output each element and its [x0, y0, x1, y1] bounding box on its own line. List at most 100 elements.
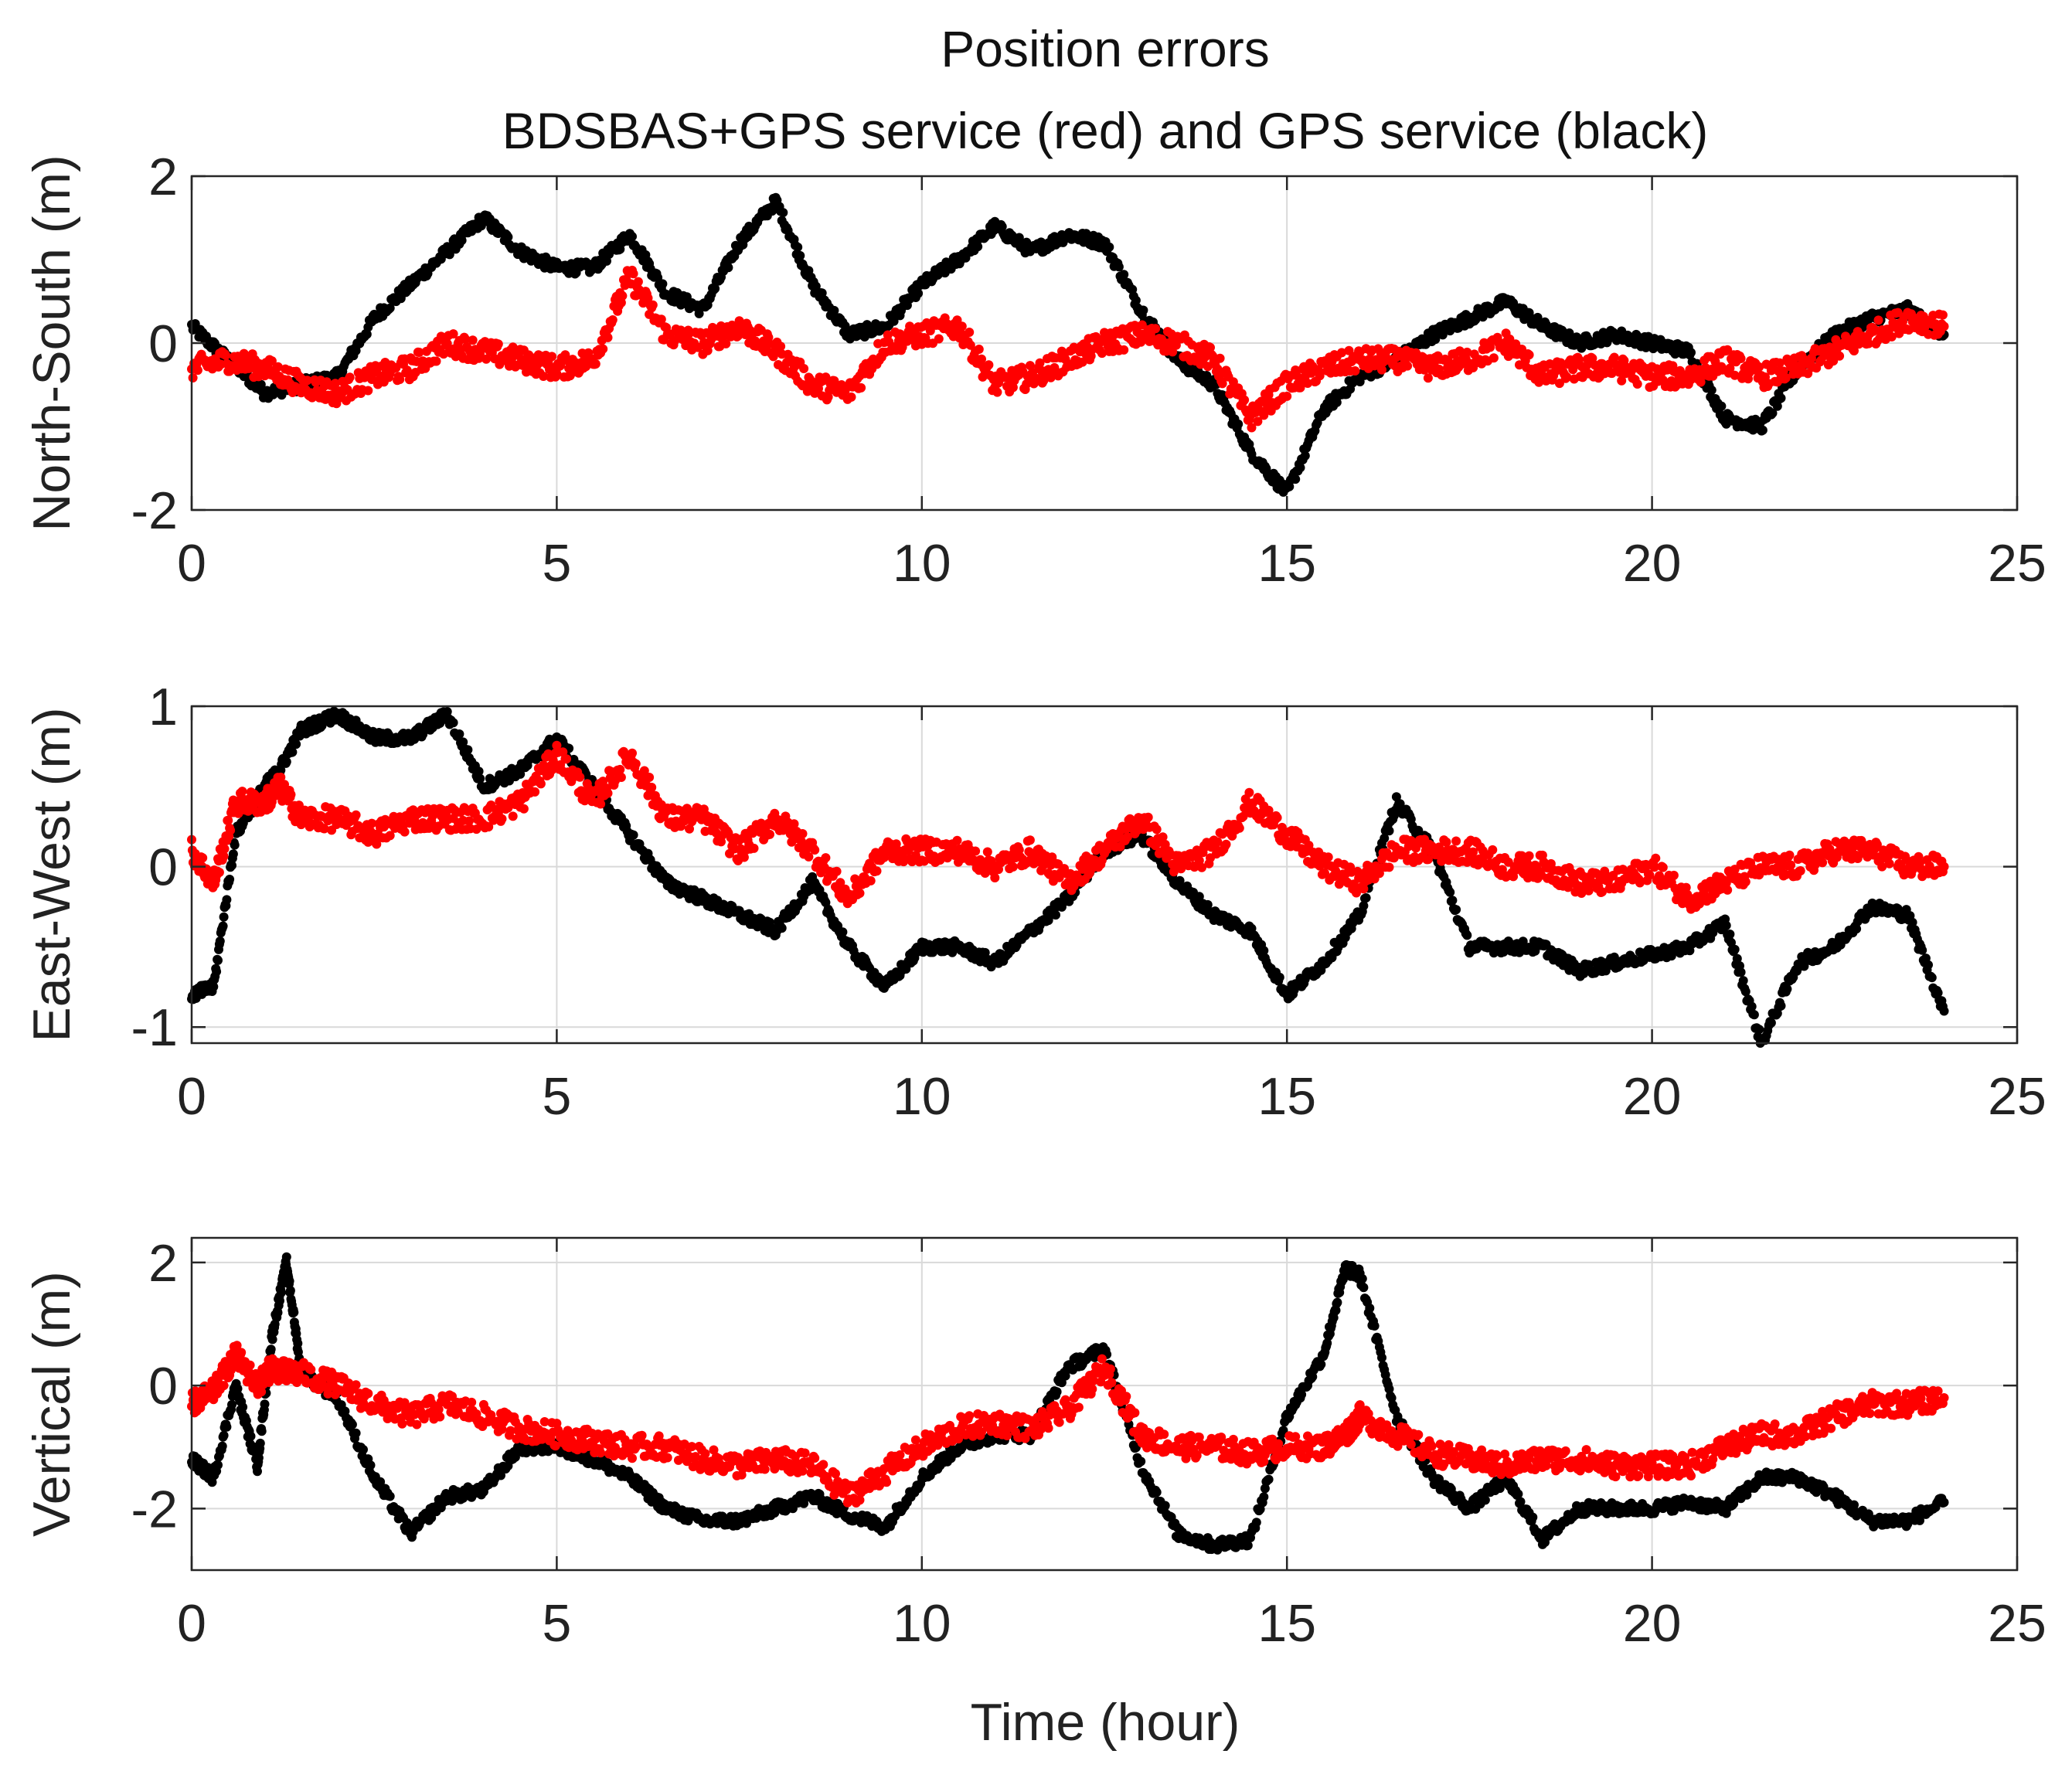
data-point: [1423, 373, 1433, 383]
data-point: [287, 747, 298, 757]
data-point: [198, 853, 208, 863]
y-tick-label: 0: [148, 314, 178, 373]
data-point: [212, 967, 222, 977]
data-point: [1917, 945, 1927, 955]
data-point: [1721, 920, 1731, 930]
data-point: [1282, 391, 1292, 401]
data-point: [973, 242, 983, 252]
data-point: [1736, 354, 1746, 363]
data-point: [385, 303, 395, 313]
data-point: [281, 756, 291, 767]
data-point: [984, 360, 994, 370]
data-point: [218, 921, 228, 931]
data-point: [1524, 350, 1534, 360]
x-tick-label: 20: [1623, 534, 1682, 593]
data-point: [658, 279, 668, 289]
data-point: [795, 250, 805, 260]
data-point: [226, 825, 236, 835]
data-point: [765, 829, 774, 839]
data-point: [603, 332, 613, 342]
data-point: [1738, 976, 1748, 986]
data-point: [225, 875, 235, 884]
data-point: [1736, 967, 1746, 977]
data-point: [562, 754, 571, 764]
data-point: [631, 759, 641, 769]
data-point: [628, 269, 638, 279]
data-point: [1782, 984, 1792, 994]
data-point: [618, 291, 628, 301]
data-point: [1291, 474, 1301, 484]
data-point: [1716, 401, 1727, 411]
data-point: [219, 844, 230, 854]
data-point: [1131, 295, 1141, 305]
data-point: [710, 284, 720, 294]
data-point: [457, 236, 467, 246]
data-point: [817, 288, 827, 298]
data-point: [256, 379, 266, 389]
data-point: [1361, 893, 1371, 902]
data-point: [1274, 972, 1284, 982]
data-point: [468, 335, 478, 345]
y-axis-label: North-South (m): [22, 155, 81, 531]
data-point: [192, 365, 202, 376]
data-point: [648, 300, 658, 310]
data-point: [575, 772, 585, 782]
data-point: [1119, 345, 1129, 355]
data-point: [645, 773, 655, 782]
data-point: [778, 208, 788, 218]
data-point: [1757, 425, 1767, 435]
data-point: [345, 372, 355, 382]
data-point: [856, 382, 866, 393]
data-point: [799, 364, 809, 373]
data-point: [508, 811, 518, 821]
data-point: [1104, 242, 1114, 252]
data-point: [1725, 930, 1735, 939]
data-point: [1489, 353, 1499, 363]
data-point: [777, 923, 787, 933]
data-point: [776, 342, 786, 352]
data-point: [230, 840, 240, 850]
data-point: [1445, 887, 1455, 897]
x-tick-label: 25: [1988, 534, 2046, 593]
data-point: [497, 814, 507, 824]
data-point: [974, 345, 984, 354]
data-point: [628, 830, 638, 840]
data-point: [628, 232, 637, 242]
data-point: [214, 868, 224, 877]
data-point: [475, 773, 485, 784]
data-point: [798, 829, 808, 838]
data-point: [749, 843, 759, 853]
data-point: [213, 955, 223, 965]
data-point: [914, 288, 924, 298]
data-point: [977, 354, 986, 364]
data-point: [1686, 348, 1696, 358]
data-point: [1384, 826, 1394, 836]
data-point: [493, 339, 503, 349]
data-point: [889, 316, 899, 326]
data-point: [286, 790, 296, 800]
data-point: [1462, 930, 1472, 940]
data-point: [1295, 463, 1305, 473]
data-point: [603, 788, 613, 798]
data-point: [846, 392, 856, 402]
data-point: [448, 718, 458, 728]
data-point: [965, 328, 975, 337]
data-point: [838, 927, 848, 937]
data-point: [1749, 1010, 1759, 1020]
x-tick-label: 5: [542, 534, 571, 593]
data-point: [633, 277, 643, 287]
data-point: [219, 912, 229, 922]
data-point: [1119, 270, 1129, 280]
data-point: [1835, 351, 1845, 361]
data-point: [536, 779, 546, 789]
data-point: [291, 739, 301, 750]
y-tick-label: -2: [131, 481, 178, 540]
data-point: [1776, 393, 1786, 403]
data-point: [222, 895, 232, 905]
data-point: [351, 810, 361, 820]
data-point: [1051, 910, 1060, 920]
data-point: [647, 783, 657, 792]
data-point: [1114, 262, 1124, 272]
data-point: [1202, 371, 1212, 380]
